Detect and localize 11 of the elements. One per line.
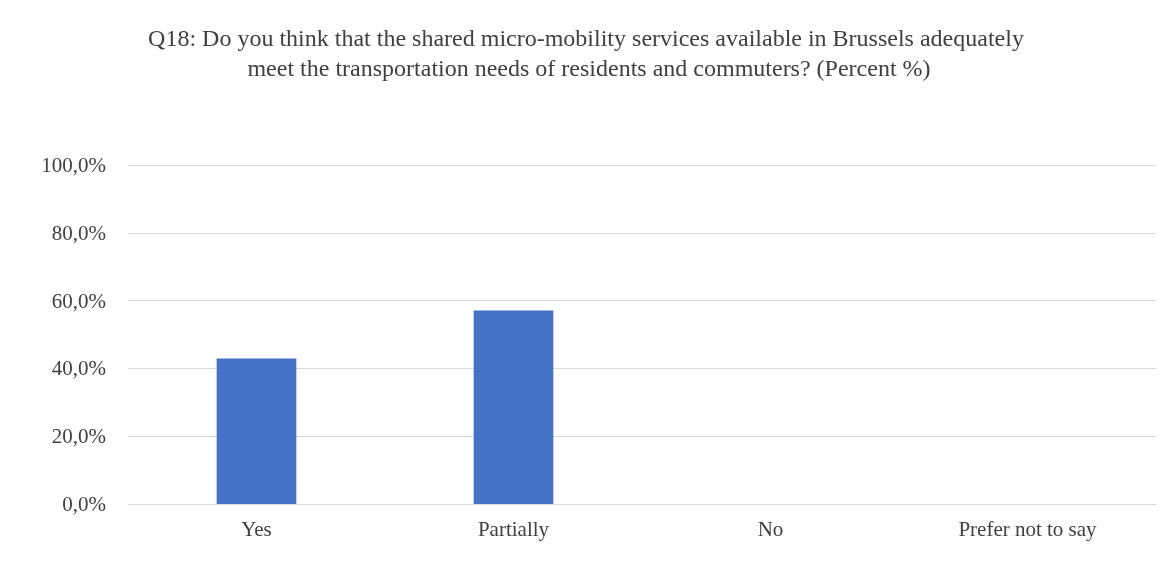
x-tick-label: Prefer not to say [958, 516, 1098, 541]
x-tick-label: Yes [241, 516, 272, 541]
y-tick-label: 100,0% [41, 153, 106, 177]
x-tick-label: No [757, 516, 784, 541]
x-tick-label: Partially [477, 516, 550, 541]
y-tick-label: 60,0% [51, 288, 106, 313]
y-tick-label: 80,0% [51, 220, 106, 245]
chart-title: Q18: Do you think that the shared micro-mobility services available in Brussels adequately meet the transportation needs of residents and commuters? (Percent %) [148, 25, 1024, 81]
y-tick-label: 40,0% [51, 356, 106, 381]
y-tick-label: 20,0% [51, 424, 106, 449]
y-tick-label: 0,0% [62, 492, 106, 516]
